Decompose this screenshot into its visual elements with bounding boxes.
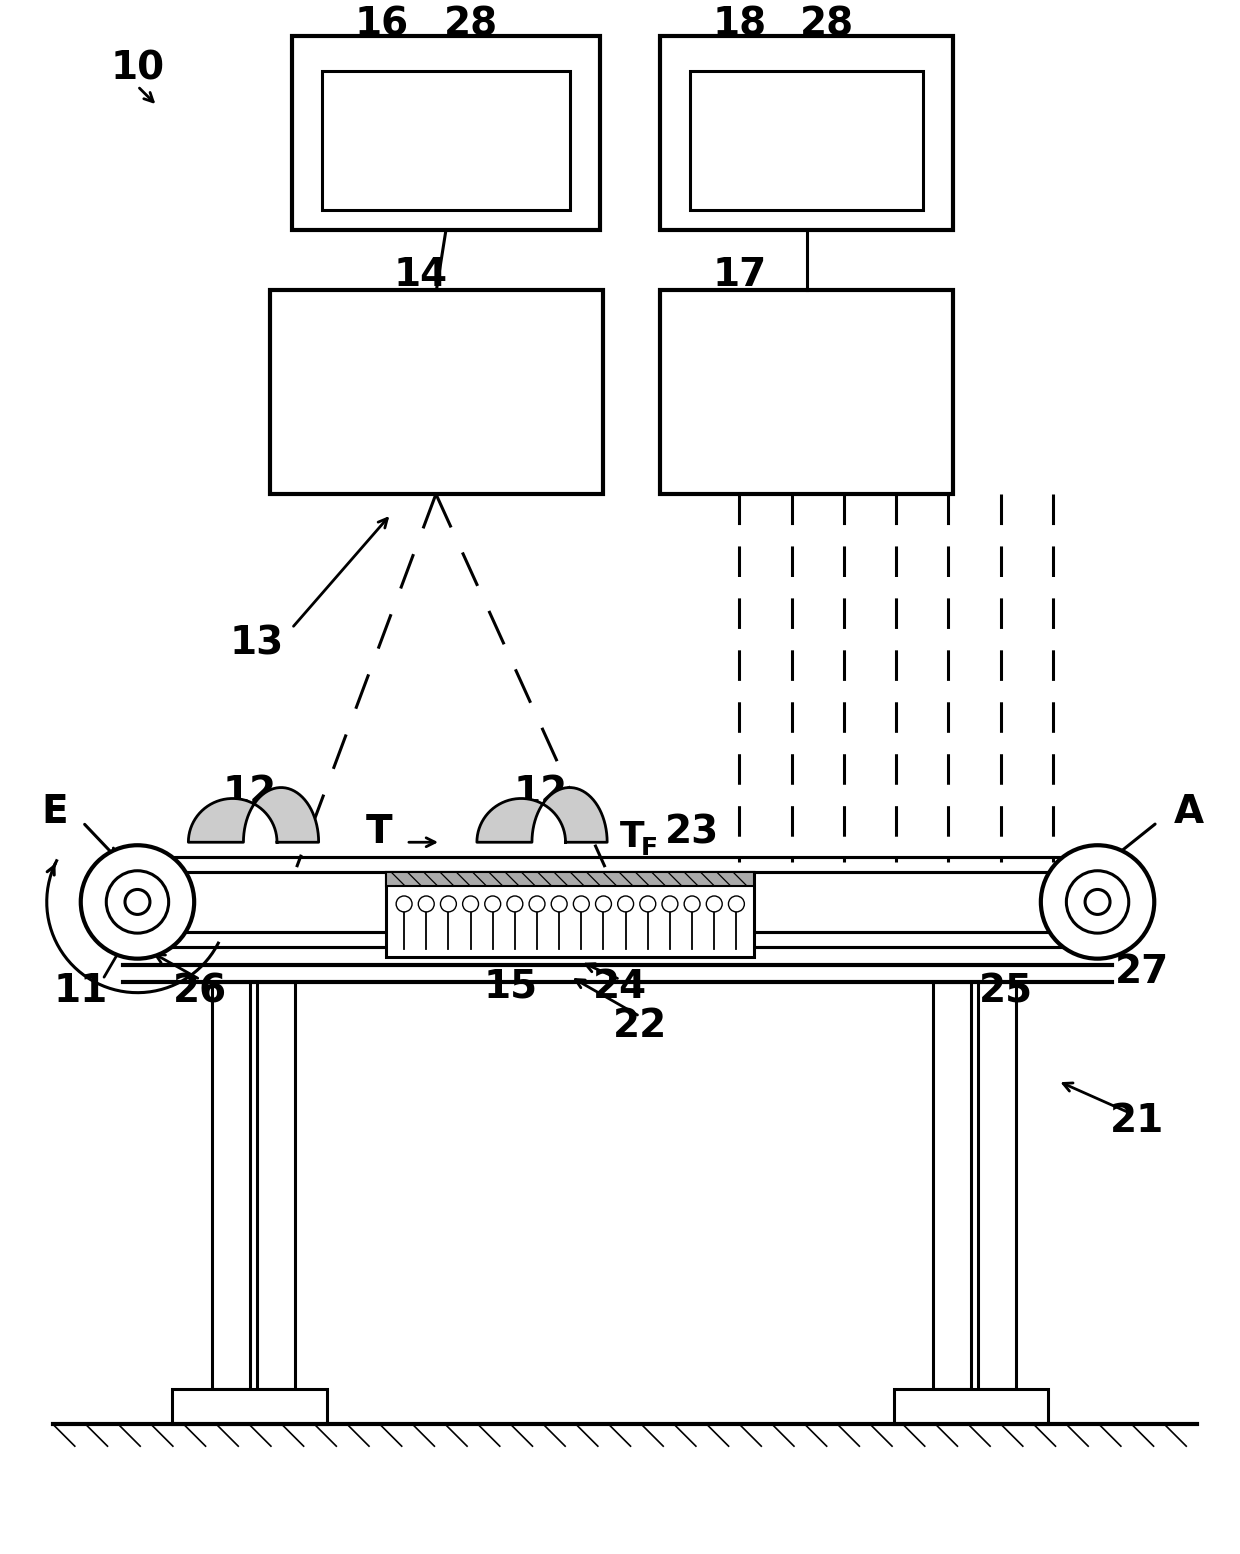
- Text: 10: 10: [110, 50, 165, 87]
- Polygon shape: [477, 788, 608, 842]
- Bar: [212, 982, 250, 1389]
- Text: 21: 21: [1110, 1102, 1164, 1139]
- Text: 22: 22: [613, 1007, 667, 1046]
- Bar: [386, 872, 754, 886]
- Bar: [257, 982, 295, 1389]
- Circle shape: [507, 897, 523, 912]
- Text: 13: 13: [229, 625, 284, 662]
- Text: 12: 12: [513, 774, 568, 811]
- Circle shape: [485, 897, 501, 912]
- Text: E: E: [42, 794, 68, 831]
- Bar: [386, 872, 754, 957]
- Bar: [934, 982, 971, 1389]
- Circle shape: [418, 897, 434, 912]
- Text: 12: 12: [223, 774, 277, 811]
- Polygon shape: [188, 788, 319, 842]
- Bar: [689, 71, 924, 210]
- Bar: [172, 1389, 326, 1425]
- Circle shape: [728, 897, 744, 912]
- Circle shape: [573, 897, 589, 912]
- Circle shape: [707, 897, 722, 912]
- Circle shape: [662, 897, 678, 912]
- Text: 24: 24: [593, 968, 647, 1005]
- Text: 25: 25: [978, 973, 1033, 1010]
- Bar: [894, 1389, 1048, 1425]
- Circle shape: [640, 897, 656, 912]
- Text: 14: 14: [394, 256, 448, 294]
- Circle shape: [1040, 845, 1154, 959]
- Circle shape: [463, 897, 479, 912]
- Text: 28: 28: [444, 5, 497, 44]
- Circle shape: [595, 897, 611, 912]
- Text: 18: 18: [712, 5, 766, 44]
- Circle shape: [618, 897, 634, 912]
- Text: A: A: [1174, 794, 1204, 831]
- Text: T: T: [620, 821, 645, 855]
- Circle shape: [684, 897, 701, 912]
- Circle shape: [529, 897, 546, 912]
- Circle shape: [1066, 870, 1128, 932]
- Text: T: T: [366, 813, 393, 852]
- Text: 17: 17: [712, 256, 766, 294]
- Text: 15: 15: [484, 968, 538, 1005]
- Bar: [660, 291, 954, 494]
- Text: 26: 26: [174, 973, 227, 1010]
- Text: 28: 28: [800, 5, 854, 44]
- Bar: [660, 36, 954, 230]
- Bar: [978, 982, 1016, 1389]
- Circle shape: [552, 897, 567, 912]
- Text: F: F: [641, 836, 658, 861]
- Text: 11: 11: [53, 973, 108, 1010]
- Text: 23: 23: [665, 813, 719, 852]
- Circle shape: [107, 870, 169, 932]
- Bar: [270, 291, 603, 494]
- Text: 16: 16: [355, 5, 408, 44]
- Text: 27: 27: [1115, 953, 1169, 990]
- Bar: [321, 71, 570, 210]
- Circle shape: [81, 845, 195, 959]
- Bar: [291, 36, 600, 230]
- Circle shape: [125, 889, 150, 914]
- Circle shape: [440, 897, 456, 912]
- Circle shape: [1085, 889, 1110, 914]
- Circle shape: [396, 897, 412, 912]
